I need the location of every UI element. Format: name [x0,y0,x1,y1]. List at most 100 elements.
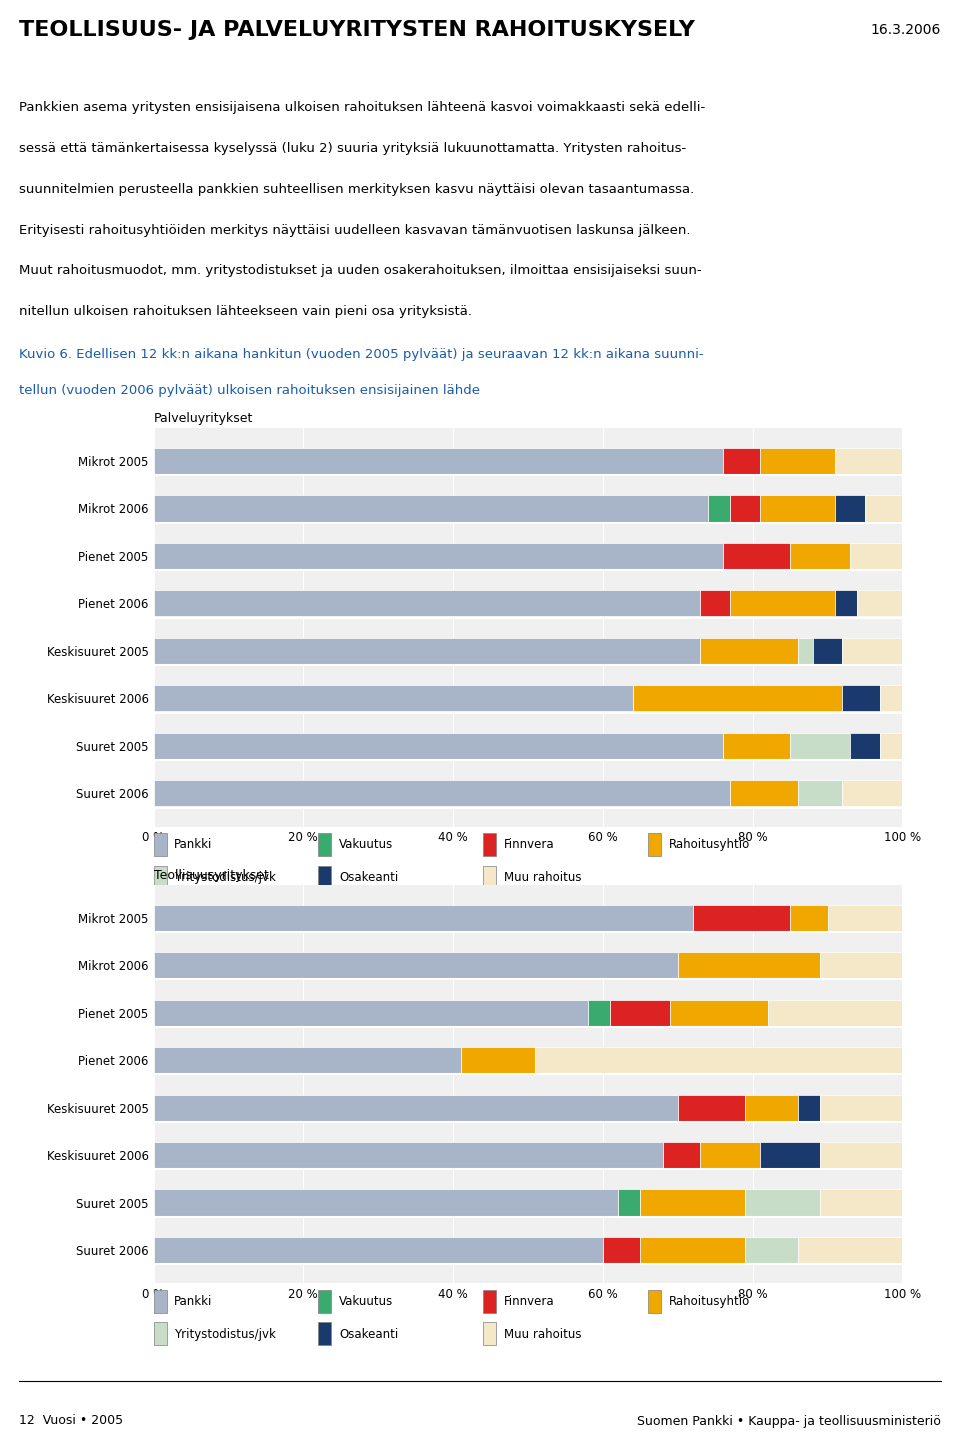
Bar [745,1189,820,1215]
Bar [154,1143,662,1169]
Bar [154,732,723,758]
Bar [700,638,798,664]
Bar [798,1095,820,1121]
Text: Osakeanti: Osakeanti [339,871,398,884]
Bar [154,866,167,889]
Text: nitellun ulkoisen rahoituksen lähteekseen vain pieni osa yrityksistä.: nitellun ulkoisen rahoituksen lähteeksee… [19,304,472,318]
Bar [731,780,798,806]
Bar [154,1047,461,1073]
Bar [536,1047,902,1073]
Bar [790,905,828,931]
Bar [154,590,700,616]
Bar [154,496,708,522]
Bar [678,953,820,979]
Bar [768,999,902,1025]
Text: Vakuutus: Vakuutus [339,1295,394,1308]
Text: Rahoitusyhtiö: Rahoitusyhtiö [668,1295,750,1308]
Bar [319,832,331,856]
Bar [798,780,843,806]
Text: Yritystodistus/jvk: Yritystodistus/jvk [174,871,276,884]
Bar [731,496,760,522]
Bar [154,686,633,712]
Bar [723,448,760,474]
Bar [483,1322,496,1346]
Text: Palveluyritykset: Palveluyritykset [154,412,253,425]
Bar [693,905,790,931]
Bar [835,448,902,474]
Bar [865,496,902,522]
Bar [154,1095,678,1121]
Bar [154,905,693,931]
Bar [154,953,678,979]
Bar [154,999,588,1025]
Text: Teollisuusyritykset: Teollisuusyritykset [154,869,269,882]
Bar [670,999,768,1025]
Bar [648,1290,660,1312]
Bar [483,832,496,856]
Text: Muu rahoitus: Muu rahoitus [504,1328,581,1341]
Bar [154,448,723,474]
Bar [857,590,902,616]
Bar [843,638,902,664]
Bar [648,832,660,856]
Bar [798,1237,902,1263]
Text: tellun (vuoden 2006 pylväät) ulkoisen rahoituksen ensisijainen lähde: tellun (vuoden 2006 pylväät) ulkoisen ra… [19,384,480,397]
Bar [154,1189,618,1215]
Bar [700,1143,760,1169]
Text: Yritystodistus/jvk: Yritystodistus/jvk [174,1328,276,1341]
Bar [662,1143,700,1169]
Text: Finnvera: Finnvera [504,1295,554,1308]
Bar [843,780,902,806]
Bar [640,1237,745,1263]
Bar [154,542,723,568]
Bar [828,905,902,931]
Text: Finnvera: Finnvera [504,838,554,851]
Text: Pankkien asema yritysten ensisijaisena ulkoisen rahoituksen lähteenä kasvoi voim: Pankkien asema yritysten ensisijaisena u… [19,102,706,115]
Bar [461,1047,536,1073]
Bar [745,1095,798,1121]
Bar [723,542,790,568]
Bar [850,732,880,758]
Bar [760,448,835,474]
Bar [154,1322,167,1346]
Text: Vakuutus: Vakuutus [339,838,394,851]
Bar [640,1189,745,1215]
Bar [700,590,731,616]
Bar [603,1237,640,1263]
Text: Erityisesti rahoitusyhtiöiden merkitys näyttäisi uudelleen kasvavan tämänvuotise: Erityisesti rahoitusyhtiöiden merkitys n… [19,223,690,236]
Text: TEOLLISUUS- JA PALVELUYRITYSTEN RAHOITUSKYSELY: TEOLLISUUS- JA PALVELUYRITYSTEN RAHOITUS… [19,20,695,41]
Bar [708,496,731,522]
Bar [880,686,902,712]
Text: Muut rahoitusmuodot, mm. yritystodistukset ja uuden osakerahoituksen, ilmoittaa : Muut rahoitusmuodot, mm. yritystodistuks… [19,264,702,277]
Text: Pankki: Pankki [174,838,212,851]
Bar [483,1290,496,1312]
Bar [798,638,812,664]
Bar [760,1143,820,1169]
Bar [745,1237,798,1263]
Bar [760,496,835,522]
Text: Muu rahoitus: Muu rahoitus [504,871,581,884]
Bar [154,1237,603,1263]
Text: suunnitelmien perusteella pankkien suhteellisen merkityksen kasvu näyttäisi olev: suunnitelmien perusteella pankkien suhte… [19,183,694,196]
Bar [154,832,167,856]
Bar [611,999,670,1025]
Bar [731,590,835,616]
Bar [835,496,865,522]
Bar [483,866,496,889]
Text: Kuvio 6. Edellisen 12 kk:n aikana hankitun (vuoden 2005 pylväät) ja seuraavan 12: Kuvio 6. Edellisen 12 kk:n aikana hankit… [19,348,704,361]
Bar [820,1095,902,1121]
Bar [790,542,850,568]
Bar [154,638,700,664]
Bar [154,1290,167,1312]
Bar [820,1143,902,1169]
Bar [790,732,850,758]
Bar [880,732,902,758]
Bar [154,780,731,806]
Bar [812,638,843,664]
Bar [843,686,880,712]
Text: 16.3.2006: 16.3.2006 [871,23,941,38]
Bar [588,999,611,1025]
Bar [723,732,790,758]
Text: Rahoitusyhtiö: Rahoitusyhtiö [668,838,750,851]
Text: Osakeanti: Osakeanti [339,1328,398,1341]
